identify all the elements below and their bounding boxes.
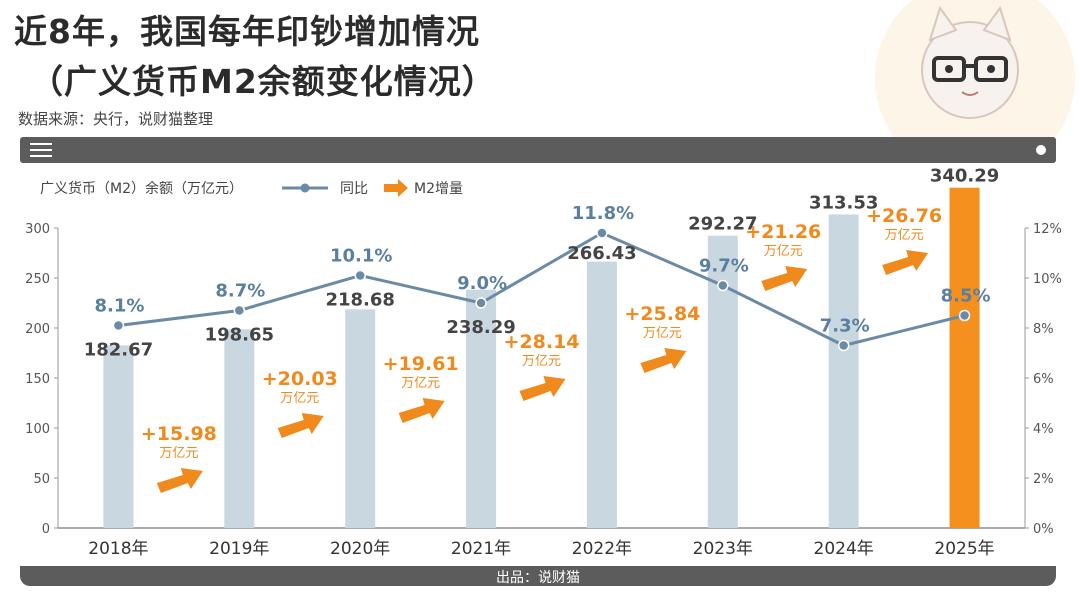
bar bbox=[224, 329, 255, 528]
y-right-tick-label: 6% bbox=[1033, 372, 1054, 387]
increase-unit: 万亿元 bbox=[522, 354, 561, 369]
y-right-tick-label: 2% bbox=[1033, 472, 1054, 487]
increase-unit: 万亿元 bbox=[401, 376, 440, 391]
yoy-label: 8.5% bbox=[941, 286, 991, 307]
increase-label: +19.61 bbox=[383, 353, 459, 375]
yoy-point bbox=[233, 304, 246, 317]
y-left-tick-label: 50 bbox=[33, 472, 50, 487]
arrow-icon bbox=[640, 348, 687, 373]
bar-value-label: 182.67 bbox=[84, 340, 153, 361]
footer-bar: 出品：说财猫 bbox=[20, 566, 1056, 586]
header-bar bbox=[20, 137, 1056, 163]
legend-line-marker bbox=[300, 183, 310, 193]
yoy-point bbox=[475, 297, 487, 309]
x-tick-label: 2020年 bbox=[330, 539, 390, 559]
arrow-icon bbox=[761, 266, 808, 291]
y-left-tick-label: 0 bbox=[42, 522, 50, 537]
credit-text: 出品：说财猫 bbox=[496, 570, 580, 586]
increase-label: +25.84 bbox=[624, 303, 700, 325]
chart-subtitle: （广义货币M2余额变化情况） bbox=[30, 62, 496, 101]
yoy-label: 9.7% bbox=[699, 256, 749, 277]
arrow-icon bbox=[398, 398, 445, 423]
bar-value-label: 292.27 bbox=[688, 214, 757, 235]
y-left-tick-label: 300 bbox=[25, 222, 50, 237]
bar bbox=[949, 187, 980, 528]
chart-title: 近8年，我国每年印钞增加情况 bbox=[14, 12, 480, 51]
menu-icon[interactable] bbox=[30, 143, 52, 157]
bar bbox=[828, 214, 859, 528]
legend-arrow-icon bbox=[384, 179, 408, 197]
legend-bar-label: 广义货币（M2）余额（万亿元） bbox=[40, 180, 243, 197]
bar-value-label: 266.43 bbox=[567, 243, 636, 264]
yoy-label: 11.8% bbox=[572, 203, 634, 224]
increase-label: +15.98 bbox=[141, 423, 217, 445]
increase-label: +21.26 bbox=[745, 221, 821, 243]
bar-value-label: 218.68 bbox=[325, 290, 394, 311]
bar bbox=[586, 261, 617, 528]
increase-unit: 万亿元 bbox=[764, 244, 803, 259]
yoy-point bbox=[596, 227, 608, 239]
yoy-point bbox=[837, 339, 850, 352]
yoy-point bbox=[354, 269, 366, 282]
y-right-tick-label: 8% bbox=[1033, 322, 1054, 337]
bar-value-label: 340.29 bbox=[930, 166, 999, 187]
cat-mascot-icon bbox=[875, 0, 1075, 140]
y-right-tick-label: 4% bbox=[1033, 422, 1054, 437]
legend-arrow-label: M2增量 bbox=[414, 181, 463, 197]
arrow-icon bbox=[156, 468, 203, 493]
increase-label: +26.76 bbox=[866, 205, 942, 227]
legend-line-label: 同比 bbox=[340, 181, 368, 197]
y-left-tick-label: 250 bbox=[25, 272, 50, 287]
increase-label: +20.03 bbox=[262, 368, 338, 390]
increase-unit: 万亿元 bbox=[159, 446, 198, 461]
arrow-icon bbox=[882, 250, 929, 275]
x-tick-label: 2019年 bbox=[209, 539, 269, 559]
increase-label: +28.14 bbox=[503, 331, 579, 353]
yoy-label: 8.7% bbox=[215, 281, 265, 302]
y-left-tick-label: 200 bbox=[25, 322, 50, 337]
dot-icon bbox=[1036, 145, 1046, 155]
x-tick-label: 2023年 bbox=[693, 539, 753, 559]
y-left-tick-label: 150 bbox=[25, 372, 50, 387]
bar bbox=[103, 345, 134, 528]
bar bbox=[345, 309, 376, 528]
yoy-point bbox=[717, 279, 729, 292]
x-tick-label: 2025年 bbox=[934, 539, 994, 559]
data-source: 数据来源：央行，说财猫整理 bbox=[18, 110, 214, 128]
bar-value-label: 313.53 bbox=[809, 192, 878, 213]
y-left-tick-label: 100 bbox=[25, 422, 50, 437]
bar-value-label: 238.29 bbox=[446, 317, 515, 338]
x-tick-label: 2021年 bbox=[451, 539, 511, 559]
yoy-label: 7.3% bbox=[820, 316, 870, 337]
increase-unit: 万亿元 bbox=[643, 326, 682, 341]
yoy-line bbox=[118, 231, 965, 348]
y-right-tick-label: 12% bbox=[1033, 222, 1062, 237]
arrow-icon bbox=[277, 413, 324, 438]
x-tick-label: 2024年 bbox=[814, 539, 874, 559]
arrow-icon bbox=[519, 376, 566, 401]
yoy-point bbox=[112, 319, 125, 332]
yoy-label: 10.1% bbox=[330, 246, 392, 267]
increase-unit: 万亿元 bbox=[885, 228, 924, 243]
x-tick-label: 2018年 bbox=[88, 539, 148, 559]
y-right-tick-label: 0% bbox=[1033, 522, 1054, 537]
yoy-label: 8.1% bbox=[94, 296, 144, 317]
bar bbox=[466, 289, 497, 528]
yoy-point bbox=[958, 309, 971, 322]
y-right-tick-label: 10% bbox=[1033, 272, 1062, 287]
yoy-label: 9.0% bbox=[457, 273, 507, 294]
bar-value-label: 198.65 bbox=[205, 325, 274, 346]
increase-unit: 万亿元 bbox=[280, 391, 319, 406]
x-tick-label: 2022年 bbox=[572, 539, 632, 559]
